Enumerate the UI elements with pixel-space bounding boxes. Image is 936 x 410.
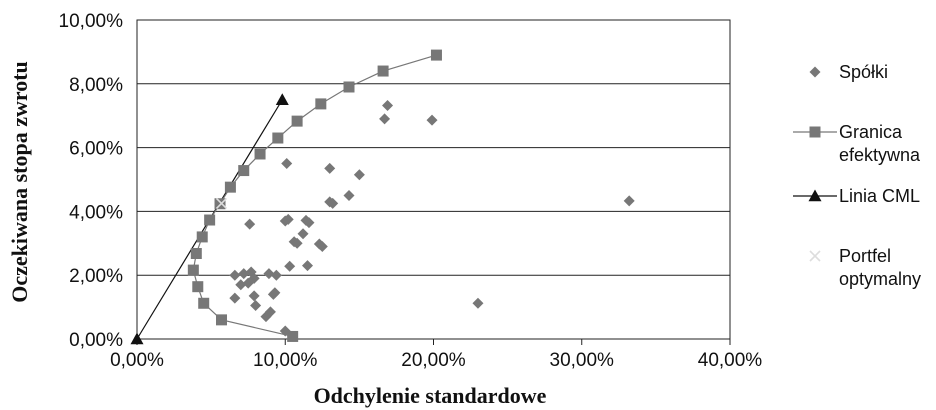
stock-point bbox=[229, 269, 241, 281]
stock-point bbox=[284, 260, 296, 272]
frontier-line bbox=[192, 54, 437, 338]
stock-point bbox=[426, 114, 438, 126]
x-tick-label: 0,00% bbox=[110, 350, 164, 371]
y-tick-label: 10,00% bbox=[59, 11, 124, 32]
x-axis-ticks: 0,00% 10,00% 20,00% 30,00% 40,00% bbox=[110, 339, 762, 371]
stock-point bbox=[250, 300, 262, 312]
y-tick-label: 8,00% bbox=[69, 75, 123, 96]
frontier-point bbox=[204, 214, 216, 226]
stock-point bbox=[282, 213, 294, 225]
stock-point bbox=[260, 311, 272, 323]
frontier-point bbox=[254, 148, 266, 160]
stock-point bbox=[327, 197, 339, 209]
frontier-point bbox=[224, 181, 236, 193]
x-tick-label: 10,00% bbox=[253, 350, 318, 371]
stock-point bbox=[291, 237, 303, 249]
series-spolki bbox=[229, 99, 635, 337]
legend-marker bbox=[809, 66, 821, 78]
stock-point bbox=[238, 268, 250, 280]
stock-point bbox=[623, 195, 635, 207]
legend-label: Linia CML bbox=[839, 186, 920, 206]
frontier-point bbox=[272, 132, 284, 144]
frontier-point bbox=[192, 281, 204, 293]
stock-point bbox=[229, 292, 241, 304]
y-tick-label: 2,00% bbox=[69, 266, 123, 287]
stock-point bbox=[301, 260, 313, 272]
stock-point bbox=[379, 113, 391, 125]
frontier-point bbox=[216, 314, 228, 326]
series-granica-efektywna bbox=[187, 49, 442, 342]
legend: Spółki Granica efektywna Linia CML Portfel op… bbox=[793, 62, 921, 289]
x-axis-title: Odchylenie standardowe bbox=[314, 383, 547, 408]
stock-point bbox=[353, 169, 365, 181]
legend-marker bbox=[809, 126, 821, 138]
stock-point bbox=[324, 162, 336, 174]
stock-point bbox=[267, 288, 279, 300]
plot-frame bbox=[136, 19, 731, 340]
frontier-point bbox=[343, 81, 355, 93]
stock-point bbox=[248, 290, 260, 302]
frontier-point bbox=[196, 231, 208, 243]
stock-point bbox=[281, 158, 293, 170]
x-tick-label: 20,00% bbox=[401, 350, 466, 371]
grid-lines bbox=[136, 19, 731, 340]
optimal-portfolio-point bbox=[215, 197, 228, 209]
cml-point bbox=[130, 332, 144, 345]
stock-point bbox=[382, 99, 394, 111]
legend-label: Portfel optymalny bbox=[839, 246, 921, 289]
y-tick-label: 0,00% bbox=[69, 330, 123, 351]
frontier-point bbox=[315, 98, 327, 110]
y-axis-title: Oczekiwana stopa zwrotu bbox=[7, 61, 32, 303]
stock-point bbox=[303, 217, 315, 229]
legend-label: Spółki bbox=[839, 62, 888, 82]
stock-point bbox=[242, 277, 254, 289]
frontier-point bbox=[287, 330, 299, 342]
stock-point bbox=[316, 240, 328, 252]
y-tick-label: 6,00% bbox=[69, 139, 123, 160]
frontier-point bbox=[430, 49, 442, 61]
cml-point bbox=[275, 93, 289, 105]
stock-point bbox=[279, 325, 291, 337]
stock-point bbox=[270, 269, 282, 281]
stock-point bbox=[263, 268, 275, 280]
stock-point bbox=[472, 297, 484, 309]
frontier-point bbox=[187, 264, 199, 276]
legend-label: Granica efektywna bbox=[839, 122, 921, 165]
frontier-point bbox=[214, 198, 226, 210]
frontier-point bbox=[198, 297, 210, 309]
stock-point bbox=[244, 218, 256, 230]
legend-marker bbox=[809, 250, 821, 262]
x-tick-label: 40,00% bbox=[698, 350, 763, 371]
frontier-point bbox=[291, 115, 303, 127]
frontier-point bbox=[190, 248, 202, 260]
stock-point bbox=[297, 228, 309, 240]
stock-point bbox=[235, 279, 247, 291]
legend-marker bbox=[808, 189, 822, 202]
stock-point bbox=[343, 189, 355, 201]
x-tick-label: 30,00% bbox=[550, 350, 615, 371]
series-portfel-optymalny bbox=[215, 197, 228, 209]
y-axis-ticks: 0,00% 2,00% 4,00% 6,00% 8,00% 10,00% bbox=[59, 11, 124, 351]
frontier-point bbox=[377, 65, 389, 77]
y-tick-label: 4,00% bbox=[69, 202, 123, 223]
frontier-point bbox=[238, 165, 250, 177]
